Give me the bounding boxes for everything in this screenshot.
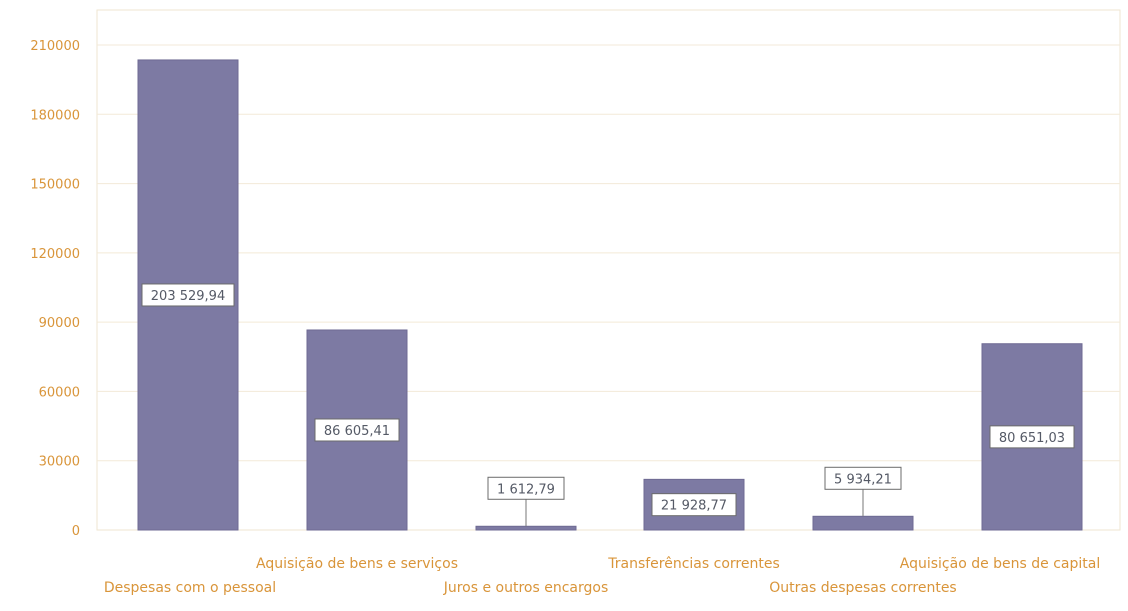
data-label-box	[487, 476, 565, 500]
category-label: Despesas com o pessoal	[104, 580, 276, 596]
data-label-text: 5 934,21	[834, 472, 892, 487]
category-label: Juros e outros encargos	[443, 580, 609, 596]
category-label: Outras despesas correntes	[769, 580, 956, 596]
y-tick-label: 0	[72, 524, 80, 539]
data-label-box	[314, 418, 400, 442]
data-label: 86 605,41	[314, 418, 400, 442]
data-label-box	[141, 283, 235, 307]
category-labels: Despesas com o pessoal Aquisição de bens …	[104, 556, 1100, 596]
data-label: 203 529,94	[141, 283, 235, 307]
y-tick-label: 210000	[30, 39, 80, 54]
data-label: 1 612,79	[487, 476, 565, 527]
y-tick-label: 120000	[30, 247, 80, 262]
y-tick-label: 150000	[30, 178, 80, 193]
y-tick-label: 30000	[39, 455, 80, 470]
y-axis-tick-labels: 0 30000 60000 90000 120000 150000 180000 210000	[30, 39, 80, 539]
data-label-box	[651, 493, 737, 517]
data-label-box	[824, 466, 902, 490]
data-label-text: 21 928,77	[661, 499, 727, 514]
y-tick-label: 180000	[30, 108, 80, 123]
y-tick-label: 90000	[39, 316, 80, 331]
category-label: Transferências correntes	[607, 556, 780, 572]
bars	[137, 59, 1083, 531]
data-label-text: 86 605,41	[324, 424, 390, 439]
data-label: 5 934,21	[824, 466, 902, 517]
data-label-text: 1 612,79	[497, 482, 555, 497]
data-label-text: 203 529,94	[151, 289, 225, 304]
data-label-box	[989, 425, 1075, 449]
data-label: 21 928,77	[651, 493, 737, 517]
gridlines	[97, 44, 1120, 462]
category-label: Aquisição de bens de capital	[900, 556, 1100, 572]
data-label: 80 651,03	[989, 425, 1075, 449]
plot-area	[96, 9, 1121, 531]
data-labels: 203 529,94 86 605,41 1 612,79 21 928,77 5 93…	[141, 283, 1075, 527]
category-label: Aquisição de bens e serviços	[256, 556, 458, 572]
data-label-text: 80 651,03	[999, 431, 1065, 446]
bar	[475, 525, 577, 531]
y-tick-label: 60000	[39, 385, 80, 400]
bar	[812, 515, 914, 531]
